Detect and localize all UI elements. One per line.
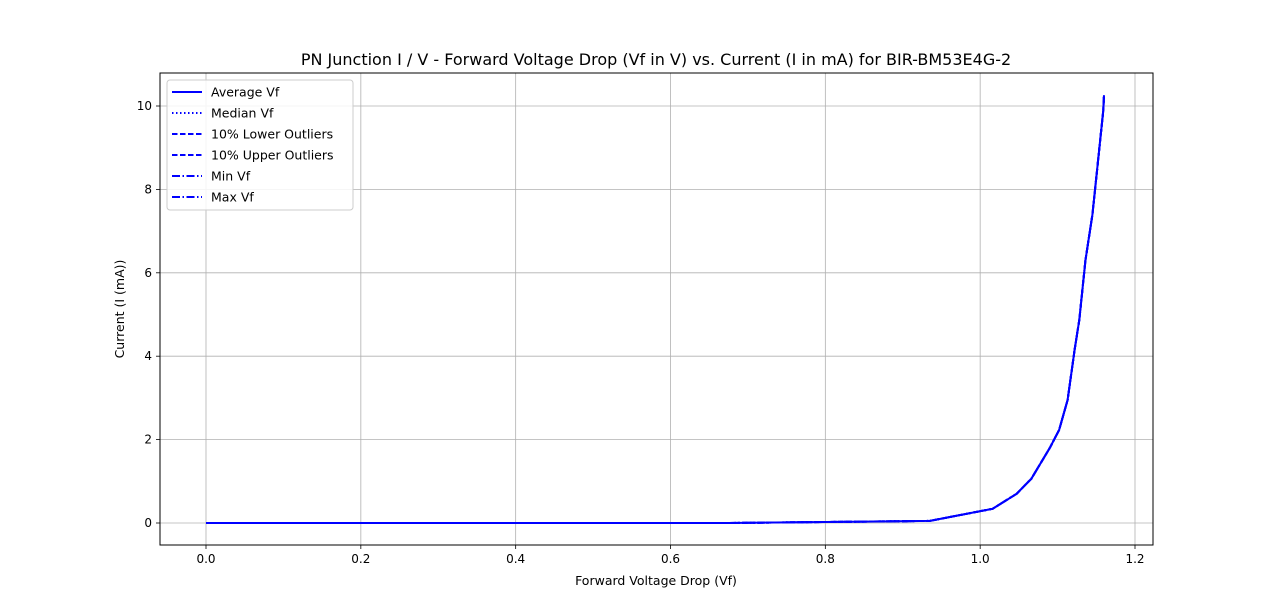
y-axis-ticks: 0 2 4 6 8 10 xyxy=(137,99,160,530)
legend-label: Min Vf xyxy=(211,169,251,184)
x-tick-label: 1.2 xyxy=(1125,552,1144,566)
plot-frame xyxy=(159,72,1154,546)
x-tick-label: 0.2 xyxy=(351,552,370,566)
y-tick-label: 8 xyxy=(144,182,152,196)
y-tick-label: 4 xyxy=(144,349,152,363)
x-tick-label: 0.8 xyxy=(816,552,835,566)
legend-box xyxy=(166,79,354,211)
y-tick-label: 10 xyxy=(137,99,152,113)
y-tick-label: 6 xyxy=(144,266,152,280)
legend-label: 10% Lower Outliers xyxy=(211,127,333,142)
y-axis-label: Current (I (mA)) xyxy=(112,260,127,359)
series-line-5 xyxy=(206,95,1105,524)
legend-label: 10% Upper Outliers xyxy=(211,148,334,163)
x-axis-ticks: 0.0 0.2 0.4 0.6 0.8 1.0 1.2 xyxy=(196,545,1145,566)
legend: Average Vf Median Vf 10% Lower Outliers 10%… xyxy=(166,79,354,211)
x-tick-label: 1.0 xyxy=(971,552,990,566)
legend-label: Max Vf xyxy=(211,190,254,205)
x-axis-label: Forward Voltage Drop (Vf) xyxy=(575,573,737,588)
legend-label: Median Vf xyxy=(211,106,274,121)
plot-lines xyxy=(206,95,1105,524)
y-tick-label: 2 xyxy=(144,433,152,447)
x-tick-label: 0.4 xyxy=(506,552,525,566)
legend-label: Average Vf xyxy=(211,85,280,100)
chart-title: PN Junction I / V - Forward Voltage Drop… xyxy=(301,50,1011,69)
x-tick-label: 0.0 xyxy=(196,552,215,566)
y-tick-label: 0 xyxy=(144,516,152,530)
x-tick-label: 0.6 xyxy=(661,552,680,566)
